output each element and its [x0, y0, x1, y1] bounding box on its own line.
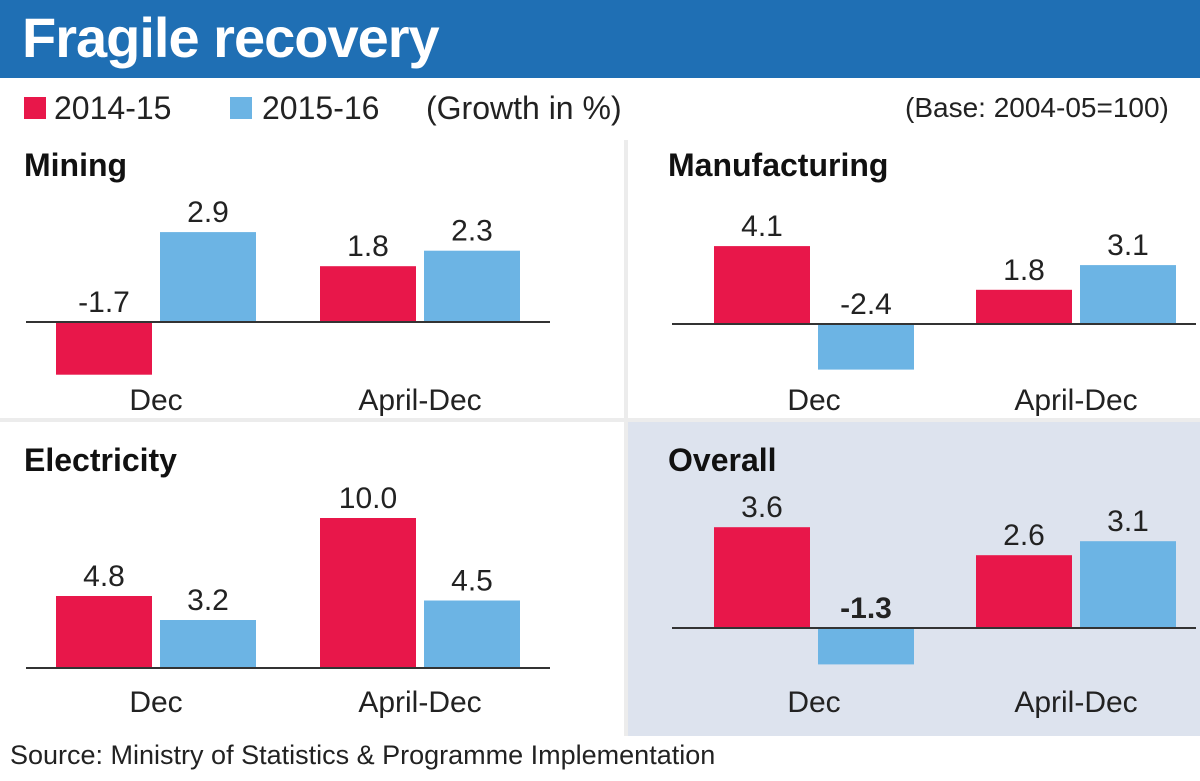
panel-divider-horizontal: [0, 418, 1200, 422]
page-title: Fragile recovery: [22, 6, 440, 69]
overall-value-label-2014-15-dec: 3.6: [741, 491, 783, 524]
header-bar: Fragile recovery: [0, 0, 1200, 78]
overall-bar-2015-16-april-dec: [1080, 541, 1176, 628]
electricity-value-label-2014-15-april-dec: 10.0: [339, 482, 397, 515]
mining-bar-2014-15-dec: [56, 322, 152, 375]
manufacturing-value-label-2014-15-april-dec: 1.8: [1003, 254, 1045, 287]
base-note: (Base: 2004-05=100): [905, 92, 1169, 123]
panel-divider-vertical: [624, 140, 628, 736]
mining-value-label-2014-15-april-dec: 1.8: [347, 230, 389, 263]
electricity-bar-2015-16-april-dec: [424, 600, 520, 668]
electricity-category-label-dec: Dec: [129, 686, 182, 719]
overall-bar-2015-16-dec: [818, 628, 914, 665]
mining-bar-2015-16-april-dec: [424, 250, 520, 322]
manufacturing-title: Manufacturing: [668, 147, 889, 183]
overall-category-label-dec: Dec: [787, 686, 840, 719]
legend-label-2014-15: 2014-15: [54, 90, 172, 126]
electricity-value-label-2015-16-dec: 3.2: [187, 584, 229, 617]
overall-value-label-2015-16-april-dec: 3.1: [1107, 505, 1149, 538]
mining-category-label-dec: Dec: [129, 384, 182, 417]
mining-value-label-2014-15-dec: -1.7: [78, 286, 130, 319]
electricity-title: Electricity: [24, 442, 177, 478]
manufacturing-bar-2014-15-april-dec: [976, 289, 1072, 324]
manufacturing-bar-2015-16-april-dec: [1080, 265, 1176, 324]
manufacturing-category-label-dec: Dec: [787, 384, 840, 417]
manufacturing-bar-2014-15-dec: [714, 246, 810, 324]
manufacturing-value-label-2014-15-dec: 4.1: [741, 210, 783, 243]
overall-value-label-2015-16-dec: -1.3: [840, 592, 892, 625]
manufacturing-value-label-2015-16-april-dec: 3.1: [1107, 229, 1149, 262]
mining-title: Mining: [24, 147, 128, 183]
legend-swatch-2015-16: [230, 97, 252, 119]
mining-value-label-2015-16-dec: 2.9: [187, 196, 229, 229]
legend-swatch-2014-15: [24, 97, 46, 119]
legend-label-2015-16: 2015-16: [262, 90, 380, 126]
manufacturing-bar-2015-16-dec: [818, 324, 914, 370]
electricity-category-label-april-dec: April-Dec: [358, 686, 481, 719]
electricity-bar-2014-15-dec: [56, 596, 152, 668]
overall-bar-2014-15-april-dec: [976, 555, 1072, 628]
overall-title: Overall: [668, 442, 777, 478]
electricity-value-label-2014-15-dec: 4.8: [83, 560, 125, 593]
electricity-bar-2015-16-dec: [160, 620, 256, 668]
mining-value-label-2015-16-april-dec: 2.3: [451, 215, 493, 248]
mining-bar-2014-15-april-dec: [320, 266, 416, 322]
electricity-value-label-2015-16-april-dec: 4.5: [451, 565, 493, 598]
mining-bar-2015-16-dec: [160, 232, 256, 322]
manufacturing-value-label-2015-16-dec: -2.4: [840, 288, 892, 321]
electricity-bar-2014-15-april-dec: [320, 518, 416, 668]
overall-value-label-2014-15-april-dec: 2.6: [1003, 519, 1045, 552]
overall-bar-2014-15-dec: [714, 527, 810, 628]
source-note: Source: Ministry of Statistics & Program…: [10, 740, 716, 770]
overall-category-label-april-dec: April-Dec: [1014, 686, 1137, 719]
manufacturing-category-label-april-dec: April-Dec: [1014, 384, 1137, 417]
growth-unit-note: (Growth in %): [426, 90, 622, 126]
mining-category-label-april-dec: April-Dec: [358, 384, 481, 417]
